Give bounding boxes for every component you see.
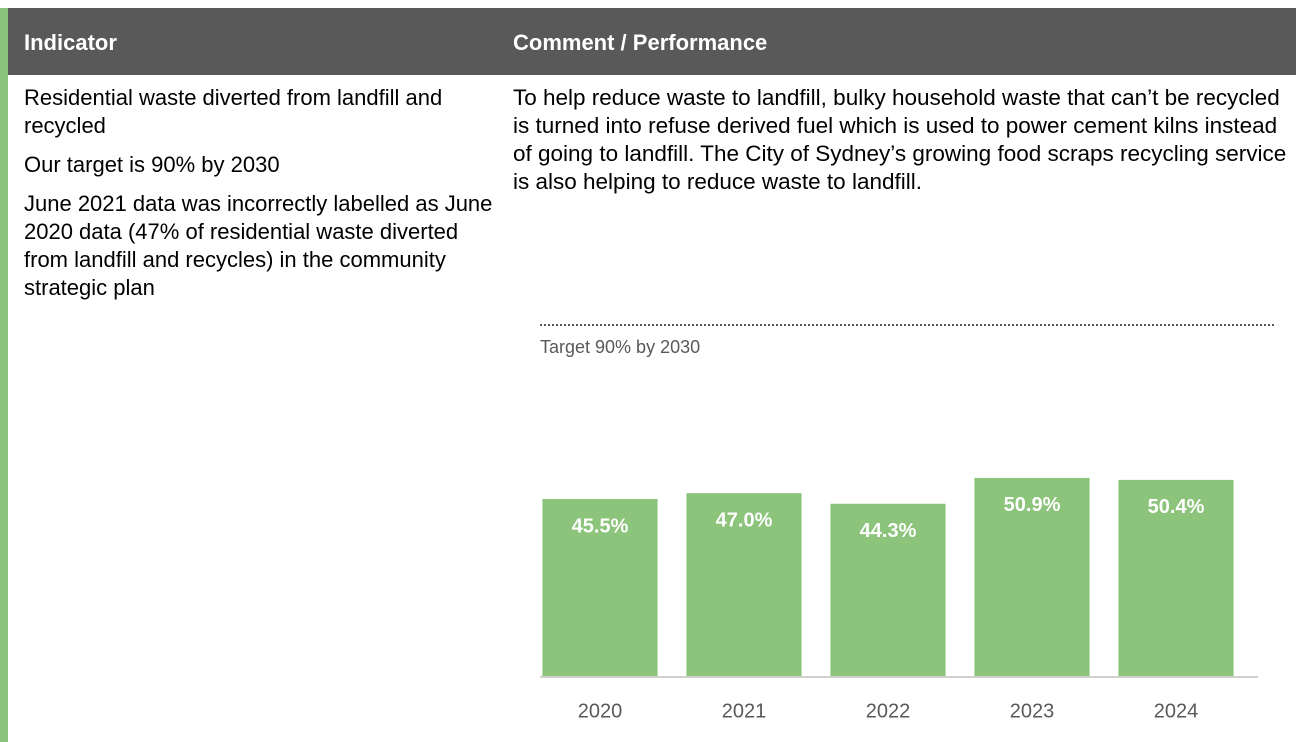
paragraph: Our target is 90% by 2030 <box>24 152 280 177</box>
bar <box>830 503 946 677</box>
x-tick-label: 2022 <box>866 700 911 722</box>
data-label: 50.4% <box>1148 496 1205 518</box>
x-tick-label: 2023 <box>1010 700 1055 722</box>
table-header: Indicator Comment / Performance <box>8 8 1296 75</box>
paragraph: Residential waste diverted from landfill… <box>24 85 443 138</box>
data-label: 47.0% <box>716 509 773 531</box>
bar <box>686 493 802 677</box>
x-tick-label: 2020 <box>578 700 623 722</box>
header-cell: Comment / Performance <box>513 30 768 55</box>
data-label: 44.3% <box>860 520 917 542</box>
data-label: 50.9% <box>1004 494 1061 516</box>
x-tick-label: 2021 <box>722 700 767 722</box>
x-tick-label: 2024 <box>1154 700 1199 722</box>
header-cell: Indicator <box>24 30 117 55</box>
target-label: Target 90% by 2030 <box>540 337 700 357</box>
accent-stripe <box>0 8 8 742</box>
indicator-cell: Residential waste diverted from landfill… <box>24 84 494 313</box>
data-label: 45.5% <box>572 515 629 537</box>
bar <box>1118 479 1234 677</box>
bar <box>542 499 658 677</box>
comment-cell: To help reduce waste to landfill, bulky … <box>513 85 1287 194</box>
paragraph: June 2021 data was incorrectly labelled … <box>24 191 493 300</box>
bar <box>974 477 1090 677</box>
